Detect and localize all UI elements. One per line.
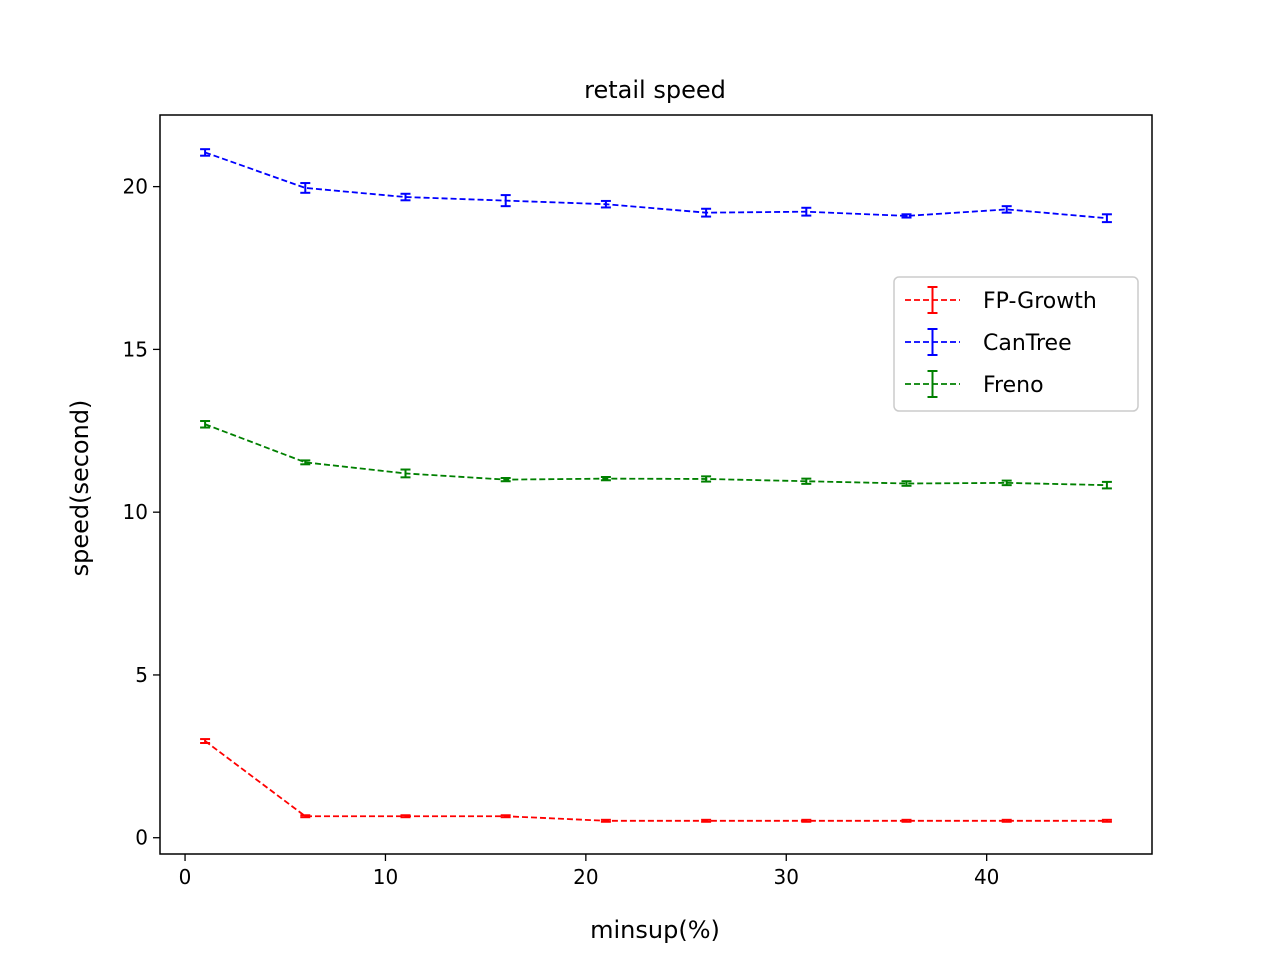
chart-title: retail speed [584,76,726,104]
error-bar-fp-growth [200,738,211,744]
x-tick-label: 20 [573,865,598,889]
x-tick-label: 10 [373,865,398,889]
error-bar-freno [400,468,411,479]
error-bar-cantree [801,206,812,217]
error-bar-freno [600,476,611,482]
y-tick-label: 20 [123,175,148,199]
x-tick-label: 0 [179,865,192,889]
error-bar-cantree [701,207,712,218]
y-tick-label: 0 [135,826,148,850]
error-bar-freno [701,475,712,483]
error-bar-cantree [400,192,411,202]
series-line-fp-growth [204,740,1107,822]
series-cantree [200,148,1112,224]
series-freno [200,420,1112,490]
error-bar-freno [901,480,912,487]
legend-label: FP-Growth [983,289,1097,314]
error-bar-cantree [901,213,912,219]
error-bar-cantree [1101,213,1112,224]
error-bar-cantree [1001,205,1012,214]
axis-ticks: 0 10 20 30 40 0 5 10 15 20 [123,175,1000,889]
error-bar-freno [1101,480,1112,490]
x-tick-label: 40 [974,865,999,889]
error-bar-fp-growth [801,818,812,823]
error-bar-fp-growth [300,814,311,819]
legend-box [893,276,1139,412]
x-tick-label: 30 [774,865,799,889]
error-bar-cantree [600,199,611,209]
error-bar-freno [300,459,311,466]
y-tick-label: 15 [123,337,148,361]
legend-item-cantree: CanTree [905,328,1072,356]
error-bar-freno [500,476,511,483]
error-bar-cantree [300,182,311,194]
error-bar-fp-growth [500,814,511,819]
y-axis-label: speed(second) [66,400,94,577]
error-bar-fp-growth [1001,818,1012,823]
error-bar-fp-growth [1101,818,1112,823]
legend-item-fp-growth: FP-Growth [905,286,1097,314]
x-axis-label: minsup(%) [590,916,720,944]
legend-item-freno: Freno [905,370,1044,398]
error-bar-fp-growth [400,814,411,819]
error-bar-fp-growth [600,818,611,823]
error-bar-fp-growth [901,818,912,823]
error-bar-cantree [500,194,511,208]
legend-label: Freno [983,373,1044,398]
plot-area-frame [159,114,1153,855]
error-bar-freno [1001,479,1012,487]
error-bar-fp-growth [701,818,712,823]
plot-series [200,148,1112,823]
legend: FP-Growth CanTree Freno [893,276,1139,412]
legend-label: CanTree [983,331,1072,356]
series-line-freno [204,423,1107,487]
series-fp-growth [200,738,1112,823]
error-bar-freno [200,420,211,429]
error-bar-cantree [200,148,211,157]
error-bar-freno [801,477,812,485]
series-line-cantree [204,151,1107,220]
y-tick-label: 5 [135,663,148,687]
y-tick-label: 10 [123,500,148,524]
